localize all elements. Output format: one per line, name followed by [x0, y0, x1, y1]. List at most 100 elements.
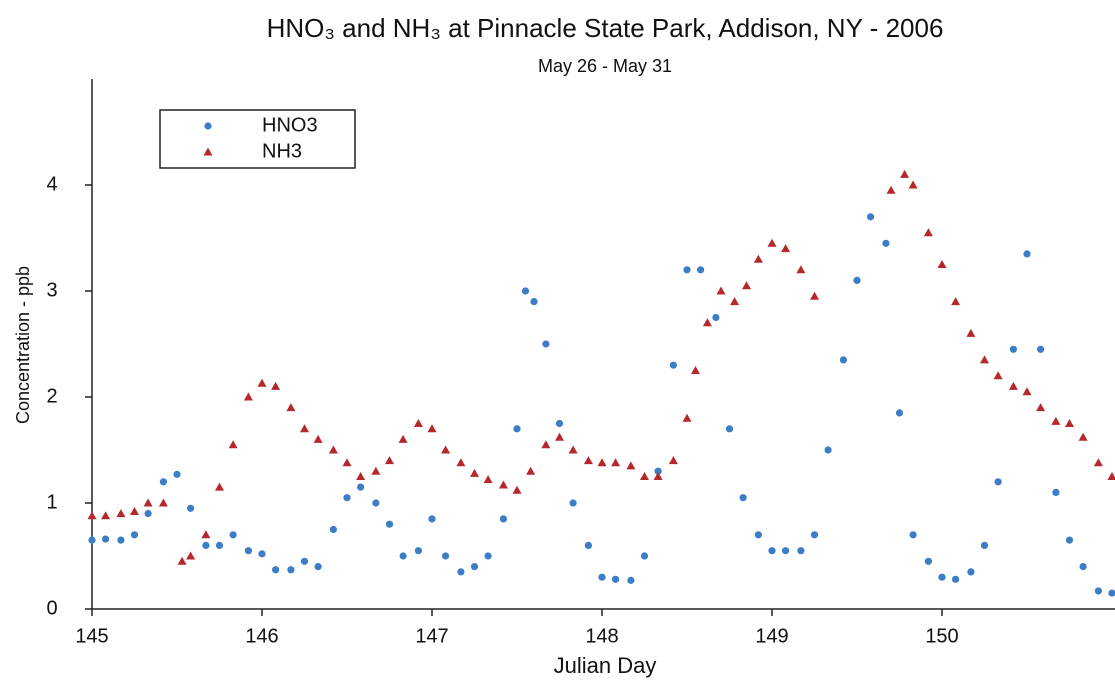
data-point [796, 265, 806, 274]
data-point [824, 446, 832, 454]
data-point [287, 566, 295, 574]
data-point [457, 568, 465, 576]
data-point [228, 440, 238, 449]
data-point [653, 472, 663, 480]
data-point [272, 566, 280, 574]
data-point [1093, 458, 1103, 467]
data-point [541, 440, 551, 449]
data-point [725, 425, 734, 433]
data-point [286, 403, 296, 412]
data-point [513, 425, 521, 433]
y-tick-label: 2 [46, 385, 57, 407]
y-tick-label: 1 [46, 491, 57, 513]
data-point [372, 499, 380, 507]
data-point [470, 563, 479, 571]
data-point [101, 511, 111, 520]
x-tick-label: 148 [585, 625, 618, 647]
data-point [542, 340, 550, 348]
data-point [1009, 345, 1018, 353]
data-point [173, 470, 181, 478]
data-point [951, 297, 961, 306]
data-point [597, 458, 607, 467]
x-tick-label: 145 [75, 625, 108, 647]
data-point [682, 413, 692, 422]
data-point [187, 504, 195, 512]
data-point [526, 466, 536, 475]
data-point [130, 506, 139, 515]
data-point [1094, 587, 1102, 595]
x-axis-label: Julian Day [554, 653, 657, 678]
data-point [130, 531, 139, 539]
data-point [521, 287, 530, 295]
data-point [781, 244, 791, 253]
data-point [598, 573, 606, 581]
data-point [144, 509, 152, 518]
data-point [923, 228, 933, 237]
data-point [244, 547, 252, 555]
data-point [201, 530, 211, 539]
data-point [441, 445, 451, 454]
data-point [1107, 472, 1115, 480]
data-point [342, 458, 352, 467]
data-point [204, 122, 212, 130]
chart-title: HNO₃ and NH₃ at Pinnacle State Park, Add… [267, 13, 944, 43]
data-point [158, 498, 168, 507]
data-point [938, 573, 946, 581]
data-point [102, 535, 110, 543]
data-point [754, 531, 763, 539]
data-point [300, 424, 309, 433]
data-point [202, 541, 210, 550]
data-point [654, 467, 662, 475]
data-point [229, 531, 237, 539]
data-point [640, 552, 649, 560]
data-point [909, 531, 917, 539]
data-point [300, 557, 309, 565]
data-point [328, 445, 338, 454]
data-point [1037, 345, 1045, 353]
data-point [611, 458, 621, 467]
data-point [967, 568, 975, 576]
y-axis-label: Concentration - ppb [13, 266, 33, 424]
data-point [357, 483, 365, 491]
data-point [584, 541, 593, 550]
data-point [583, 456, 593, 465]
data-point [742, 281, 751, 290]
data-point [1022, 387, 1032, 396]
data-point [203, 147, 213, 156]
data-point [385, 520, 394, 528]
data-point [159, 478, 167, 486]
data-point [498, 480, 508, 489]
data-point [797, 547, 805, 555]
data-point [356, 472, 366, 480]
data-point [640, 472, 649, 480]
data-point [483, 475, 493, 484]
data-point [371, 466, 381, 475]
data-point [1036, 403, 1046, 412]
data-point [994, 478, 1002, 486]
data-point [456, 458, 466, 467]
data-point [753, 254, 763, 263]
data-point [215, 482, 224, 491]
y-tick-label: 4 [46, 173, 57, 195]
data-point [900, 169, 910, 178]
data-point [499, 515, 507, 523]
data-point [782, 547, 790, 555]
data-point [143, 498, 153, 507]
x-tick-label: 150 [925, 625, 958, 647]
data-point [470, 468, 479, 477]
data-point [186, 551, 196, 560]
data-point [343, 494, 351, 502]
data-point [427, 424, 437, 433]
data-point [739, 494, 747, 502]
data-point [882, 239, 890, 247]
x-tick-label: 146 [245, 625, 278, 647]
data-point [1065, 536, 1074, 544]
x-tick-label: 149 [755, 625, 788, 647]
data-point [1051, 416, 1061, 425]
data-point [993, 371, 1003, 380]
data-point [398, 434, 408, 443]
chart-subtitle: May 26 - May 31 [538, 56, 672, 76]
data-point [243, 392, 253, 401]
data-point [669, 361, 678, 369]
data-point [730, 297, 740, 306]
